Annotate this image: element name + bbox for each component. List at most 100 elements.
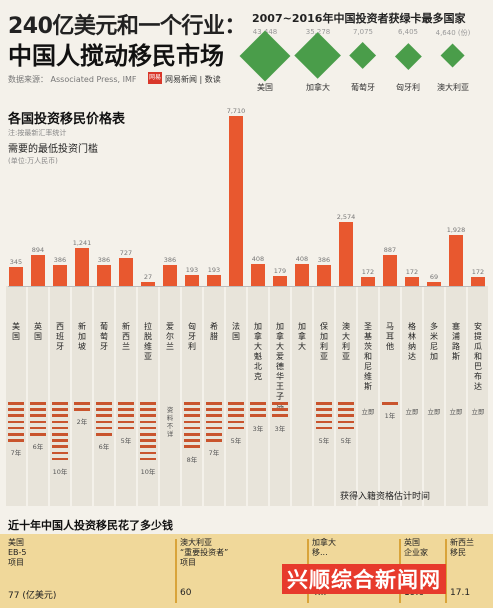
price-bar-label: 727 [119,248,133,257]
price-bar-label: 345 [9,258,23,267]
price-bar [53,264,67,286]
price-bar-label: 193 [207,266,221,275]
column-background [270,286,290,506]
year-dash [96,408,112,411]
year-dash [52,426,68,430]
year-label: 立即 [449,408,463,416]
price-bar-label: 887 [383,245,397,254]
bottom-title: 近十年中国人投资移民花了多少钱 [8,519,173,532]
price-unit: (单位:万人民币) [8,157,58,165]
price-bar-label: 179 [273,267,287,276]
price-bar-label: 894 [31,245,45,254]
year-dash [184,445,200,448]
year-label: 2年 [76,418,88,427]
year-dash [96,433,112,436]
column-background [314,286,334,506]
year-dash [206,414,222,417]
year-dash [8,414,24,417]
bottom-divider [445,539,447,603]
year-dash [338,420,354,424]
year-dash [184,408,200,411]
country-label: 法国 [232,322,240,341]
price-bar [207,275,221,286]
year-dash [8,408,24,411]
year-dash [74,408,90,411]
year-dash [184,414,200,417]
top-country-value: 4,640 (份) [435,29,471,37]
year-dash [140,426,156,430]
diamond-marker [349,42,377,70]
column-background [116,286,136,506]
price-bar [317,264,331,286]
price-bar [229,116,243,286]
year-dash [184,439,200,442]
price-bar-label: 172 [361,267,375,276]
year-dash [140,402,156,405]
country-label: 新加坡 [78,322,86,351]
year-label: 10年 [140,468,156,476]
country-label: 格林纳达 [408,322,416,361]
logo-text: 网易新闻 | 数读 [165,75,221,84]
year-dash [74,402,90,405]
source-text: 数据来源： Associated Press, IMF [8,75,137,84]
year-label: 5年 [120,437,132,445]
year-dash [228,426,244,430]
year-dash [338,414,354,417]
price-bar [383,254,397,286]
bottom-cell-label: 英国 企业家 ... [404,538,428,567]
year-label: 8年 [186,455,198,464]
price-bar-label: 386 [97,255,111,264]
price-bar [97,264,111,286]
year-dash [8,420,24,424]
top-country-item: 7,075 [338,28,388,36]
year-label: 立即 [427,408,441,416]
year-label: 1年 [384,412,396,421]
year-label: 6年 [98,443,110,452]
year-dash [118,402,134,405]
column-background [402,286,422,506]
country-label: 西班牙 [56,322,64,351]
bottom-cell-label: 加拿大 移... [312,538,336,557]
column-background [6,286,26,506]
country-label: 圣基茨和尼维斯 [364,322,372,391]
price-bar [471,276,485,286]
price-bar [75,247,89,286]
column-background [358,286,378,506]
diamond-marker [294,32,342,80]
year-label: 5年 [340,437,352,445]
price-bar-label: 69 [429,273,439,281]
year-dash [52,402,68,405]
top-country-name: 美国 [257,83,273,92]
price-bar [141,282,155,286]
title-line1: 240亿美元和一个行业： [8,14,246,39]
top-country-value: 7,075 [352,28,374,36]
year-dash [96,426,112,430]
column-background [28,286,48,506]
year-dash [228,414,244,417]
column-background [446,286,466,506]
year-label: 5年 [318,437,330,445]
title-line2: 中国人搅动移民市场 [8,42,224,70]
price-note: 注:按最新汇率统计 [8,129,67,137]
year-dash [206,408,222,411]
price-bar [251,263,265,286]
year-dash [206,402,222,405]
year-dash [52,433,68,436]
year-dash [228,402,244,405]
diamond-marker [394,42,422,70]
column-background [138,286,158,506]
year-dash [382,402,398,405]
watermark: 兴顺综合新闻网 [282,564,446,594]
year-dash [140,457,156,461]
country-label: 葡萄牙 [100,322,108,351]
price-bar-label: 7,710 [226,107,246,115]
year-dash [250,414,266,417]
bottom-cell-label: 美国 EB-5 项目 [8,538,27,567]
bottom-divider [175,539,177,603]
country-label: 美国 [12,322,20,341]
year-dash [96,420,112,424]
year-dash [184,420,200,424]
price-bar-label: 2,574 [336,213,356,222]
bottom-cell-label: 新西兰 移民 [450,538,474,557]
country-label: 马耳他 [386,322,394,351]
